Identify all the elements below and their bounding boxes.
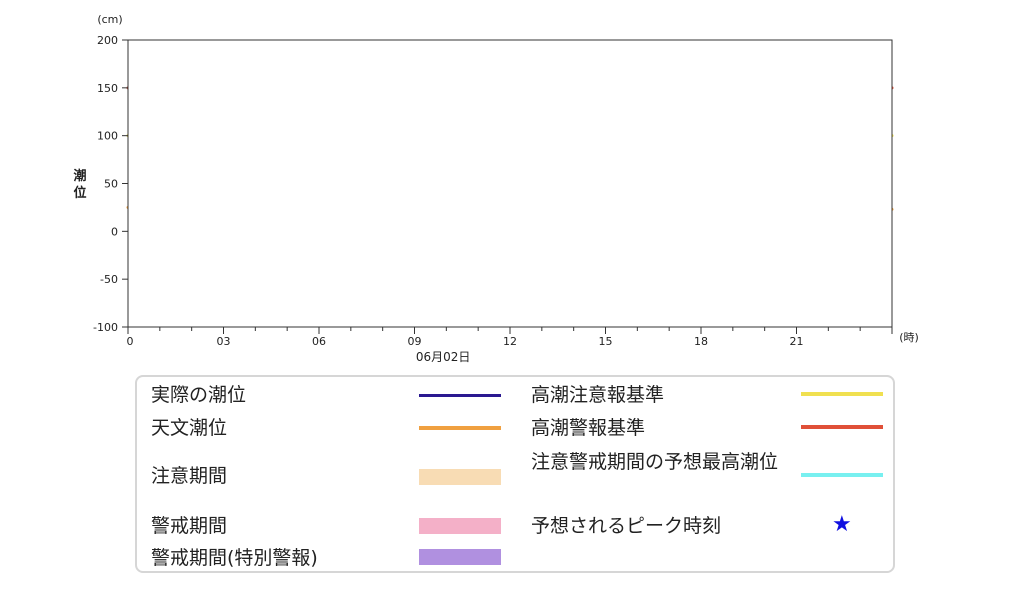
x-tick-label: 15: [599, 335, 613, 348]
legend-swatch-predicted-max: [801, 473, 883, 477]
legend-label-caution-period: 注意期間: [151, 465, 228, 487]
legend-label-special-period: 警戒期間(特別警報): [151, 547, 318, 569]
y-tick-label: 150: [97, 82, 118, 95]
y-unit-label: (cm): [97, 13, 122, 26]
x-tick-label: 21: [790, 335, 804, 348]
legend-label-predicted-max: 注意警戒期間の予想最高潮位: [531, 451, 779, 473]
y-tick-label: -100: [93, 321, 118, 334]
y-axis-title-char: 位: [73, 185, 86, 201]
star-icon: ★: [832, 512, 852, 537]
legend-label-astronomical: 天文潮位: [151, 417, 228, 439]
y-tick-label: 100: [97, 130, 118, 143]
legend-swatch-observed: [419, 394, 501, 397]
y-tick-label: 200: [97, 34, 118, 47]
x-unit-label: (時): [899, 331, 919, 344]
legend: 実際の潮位 天文潮位 注意期間 警戒期間 警戒期間(特別警報) 高潮注意報基準 …: [135, 375, 895, 573]
y-tick-label: 50: [104, 178, 118, 191]
date-label: 06月02日: [416, 350, 471, 364]
plot-frame: [127, 39, 893, 328]
legend-label-peak-time: 予想されるピーク時刻: [531, 515, 722, 537]
legend-label-warning-level: 高潮警報基準: [531, 417, 646, 439]
legend-label-advisory-level: 高潮注意報基準: [531, 384, 665, 406]
legend-label-observed: 実際の潮位: [151, 384, 247, 406]
legend-swatch-warning-level: [801, 425, 883, 429]
x-tick-label: 12: [503, 335, 517, 348]
legend-swatch-astronomical: [419, 426, 501, 430]
x-tick-label: 06: [312, 335, 326, 348]
legend-swatch-advisory-level: [801, 392, 883, 396]
x-tick-label: 03: [217, 335, 231, 348]
y-tick-label: 0: [111, 225, 118, 238]
legend-swatch-caution-period: [419, 469, 501, 485]
y-axis-title-char: 潮: [73, 168, 86, 184]
x-tick-label: 18: [694, 335, 708, 348]
tide-chart: -100 -50 0 50 100 150 200 0 03 06 09 12 15 18 21 (cm) (時…: [73, 13, 918, 364]
axes: -100 -50 0 50 100 150 200 0 03 06 09 12 15 18 21 (cm) (時…: [73, 13, 918, 364]
legend-label-warning-period: 警戒期間: [151, 515, 228, 537]
legend-swatch-warning-period: [419, 518, 501, 534]
y-tick-label: -50: [100, 273, 118, 286]
legend-swatch-special-period: [419, 549, 501, 565]
x-tick-label: 09: [408, 335, 422, 348]
x-tick-label: 0: [127, 335, 134, 348]
